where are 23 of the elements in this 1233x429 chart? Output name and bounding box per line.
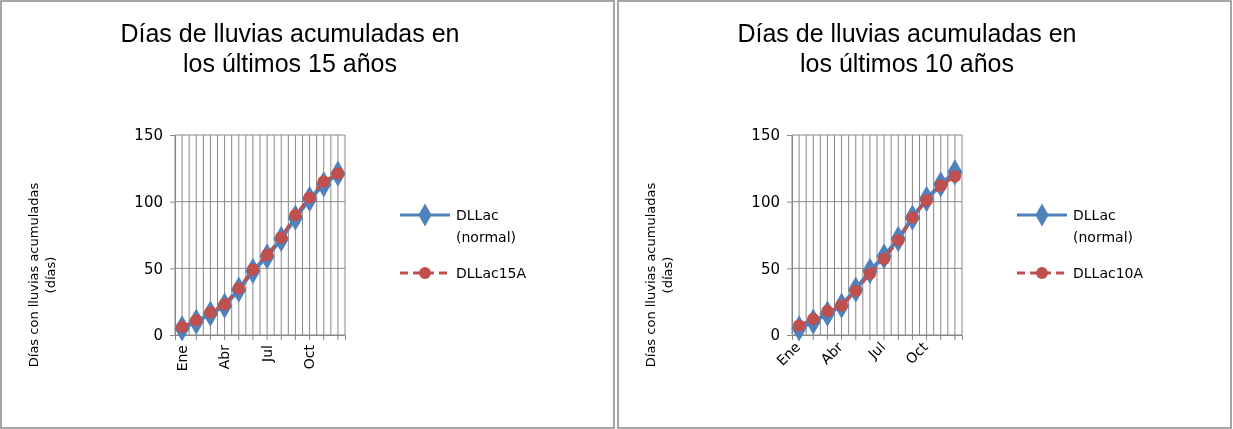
x-tick-label: Jul	[258, 345, 275, 363]
chart-title: Días de lluvias acumuladas en los últimos 15 años	[120, 19, 460, 77]
y-tick-label: 150	[751, 126, 780, 145]
y-tick-label: 100	[134, 192, 163, 211]
x-tick-label: Abr	[817, 338, 846, 368]
y-tick-label: 50	[143, 259, 163, 278]
x-tick-label: Oct	[301, 344, 318, 370]
legend-label: DLLac (normal)	[456, 207, 516, 245]
y-tick-label: 50	[760, 259, 780, 278]
y-tick-label: 0	[153, 326, 163, 345]
y-tick-label: 100	[751, 192, 780, 211]
y-axis-title: Días con lluvias acumuladas (días)	[643, 182, 675, 368]
chart-title: Días de lluvias acumuladas en los últimos 10 años	[737, 19, 1077, 77]
legend-label: DLLac15A	[456, 265, 527, 281]
x-tick-label: Jul	[864, 338, 889, 363]
x-tick-label: Ene	[173, 345, 190, 372]
y-tick-label: 150	[134, 126, 163, 145]
x-tick-label: Oct	[902, 338, 932, 368]
y-axis-title: Días con lluvias acumuladas (días)	[26, 182, 58, 368]
legend-label: DLLac10A	[1073, 265, 1144, 281]
y-tick-label: 0	[770, 326, 780, 345]
x-tick-label: Abr	[216, 344, 233, 370]
legend-label: DLLac (normal)	[1073, 207, 1133, 245]
